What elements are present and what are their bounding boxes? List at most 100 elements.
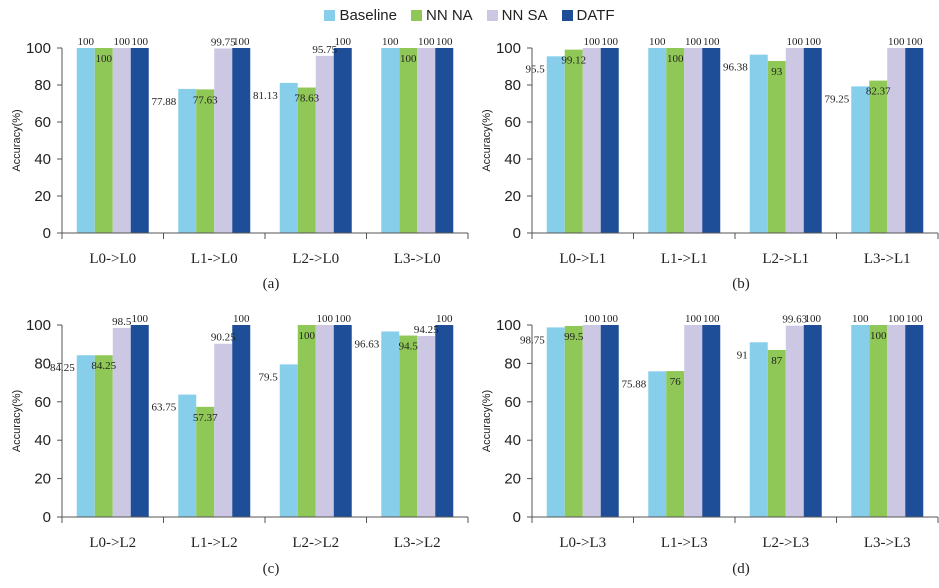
y-tick-label-20: 20 xyxy=(504,188,521,205)
data-label-nn-sa-4: 100 xyxy=(888,36,905,48)
legend-label-datf: DATF xyxy=(576,6,615,24)
legend-item-nn-na: NN NA xyxy=(410,6,473,24)
data-label-nn-na-2: 57.37 xyxy=(193,412,218,424)
chart-panel-c: L0->L2L1->L2L2->L2L3->L284.2584.2598.510… xyxy=(11,313,469,577)
data-label-baseline-4: 100 xyxy=(852,313,869,325)
data-label-datf-3: 100 xyxy=(805,36,822,48)
data-label-nn-sa-2: 100 xyxy=(685,313,702,325)
legend-label-nn-sa: NN SA xyxy=(501,6,548,24)
data-label-nn-na-2: 77.63 xyxy=(193,94,218,106)
y-tick-label-100: 100 xyxy=(496,40,521,57)
data-label-baseline-1: 98.75 xyxy=(520,334,545,346)
data-label-datf-2: 100 xyxy=(703,313,720,325)
data-label-nn-sa-4: 94.25 xyxy=(414,324,439,336)
data-label-baseline-4: 96.63 xyxy=(355,338,380,350)
data-label-nn-na-3: 100 xyxy=(299,330,316,342)
data-label-datf-3: 100 xyxy=(335,36,352,48)
data-label-nn-sa-2: 99.75 xyxy=(211,36,236,48)
bar-nn-na-3 xyxy=(297,325,316,517)
legend-item-datf: DATF xyxy=(561,6,615,24)
bar-nn-na-4 xyxy=(869,325,888,517)
y-tick-label-100: 100 xyxy=(26,40,51,57)
panel-label: (c) xyxy=(263,561,280,577)
y-tick-label-80: 80 xyxy=(504,77,521,94)
x-tick-label-2: L1->L0 xyxy=(191,251,238,267)
data-label-nn-na-1: 99.12 xyxy=(561,55,586,67)
legend-label-baseline: Baseline xyxy=(339,6,397,24)
data-label-nn-sa-2: 90.25 xyxy=(211,332,236,344)
y-tick-label-0: 0 xyxy=(513,509,521,526)
data-label-datf-3: 100 xyxy=(335,313,352,325)
data-label-baseline-2: 100 xyxy=(649,36,666,48)
legend-swatch-nn-na xyxy=(410,9,422,21)
x-tick-label-1: L0->L2 xyxy=(89,535,136,551)
chart-panel-d: L0->L3L1->L3L2->L3L3->L398.7599.51001007… xyxy=(481,313,939,577)
data-label-datf-1: 100 xyxy=(132,313,149,325)
y-tick-label-60: 60 xyxy=(504,394,521,411)
bar-nn-na-2 xyxy=(196,89,215,234)
data-label-baseline-2: 63.75 xyxy=(152,402,177,414)
data-label-baseline-4: 79.25 xyxy=(825,93,850,105)
data-labels-group: 84.2584.2598.510063.7557.3790.2510079.51… xyxy=(50,313,453,424)
legend-swatch-datf xyxy=(561,9,573,21)
bar-nn-sa-4 xyxy=(417,336,436,517)
chart-legend: Baseline NN NA NN SA DATF xyxy=(0,3,939,27)
bar-baseline-1 xyxy=(76,355,95,517)
bar-baseline-4 xyxy=(851,325,870,517)
data-label-nn-sa-1: 100 xyxy=(584,313,601,325)
bars-group xyxy=(546,48,924,234)
y-tick-label-40: 40 xyxy=(34,432,51,449)
y-tick-label-100: 100 xyxy=(496,317,521,334)
y-tick-label-80: 80 xyxy=(34,77,51,94)
data-label-nn-na-1: 100 xyxy=(96,53,113,65)
data-label-baseline-3: 79.5 xyxy=(259,371,279,383)
bar-baseline-4 xyxy=(851,86,870,233)
bar-nn-sa-2 xyxy=(214,48,233,234)
y-tick-label-40: 40 xyxy=(34,151,51,168)
data-label-nn-na-3: 93 xyxy=(771,66,783,78)
bars-group xyxy=(76,48,454,234)
bar-datf-3 xyxy=(333,48,352,233)
y-axis-title: Accuracy(%) xyxy=(11,109,23,171)
bar-datf-2 xyxy=(232,48,251,233)
data-label-datf-2: 100 xyxy=(233,36,250,48)
bar-datf-4 xyxy=(905,48,924,233)
y-tick-label-0: 0 xyxy=(43,225,51,242)
data-label-baseline-3: 91 xyxy=(737,349,748,361)
bar-nn-na-1 xyxy=(564,325,583,517)
data-label-nn-na-4: 94.5 xyxy=(399,341,419,353)
legend-swatch-baseline xyxy=(324,9,336,21)
bar-nn-na-4 xyxy=(399,335,418,517)
bar-baseline-3 xyxy=(279,82,298,233)
bar-datf-1 xyxy=(130,325,149,517)
bar-datf-2 xyxy=(232,325,251,517)
data-label-datf-1: 100 xyxy=(132,36,149,48)
data-label-nn-na-1: 99.5 xyxy=(564,331,584,343)
bar-nn-na-3 xyxy=(767,349,786,517)
bar-baseline-4 xyxy=(381,331,400,517)
bar-nn-sa-1 xyxy=(112,48,131,233)
bar-nn-sa-3 xyxy=(785,325,804,517)
x-tick-label-4: L3->L3 xyxy=(864,535,911,551)
data-label-baseline-1: 95.5 xyxy=(526,63,546,75)
bar-baseline-3 xyxy=(749,342,768,517)
legend-label-nn-na: NN NA xyxy=(425,6,473,24)
bar-baseline-2 xyxy=(648,48,667,233)
data-label-baseline-3: 81.13 xyxy=(253,90,278,102)
bar-nn-sa-4 xyxy=(887,325,906,517)
bar-baseline-3 xyxy=(749,54,768,234)
bar-nn-sa-2 xyxy=(214,343,233,517)
y-tick-label-20: 20 xyxy=(34,471,51,488)
bar-nn-sa-4 xyxy=(887,48,906,233)
data-label-datf-2: 100 xyxy=(233,313,250,325)
bar-baseline-2 xyxy=(178,88,197,233)
data-label-baseline-3: 96.38 xyxy=(723,62,748,74)
data-label-nn-na-2: 76 xyxy=(670,376,682,388)
data-label-datf-4: 100 xyxy=(436,313,453,325)
bar-datf-2 xyxy=(702,325,721,517)
bar-datf-2 xyxy=(702,48,721,233)
bar-nn-sa-3 xyxy=(315,55,334,233)
